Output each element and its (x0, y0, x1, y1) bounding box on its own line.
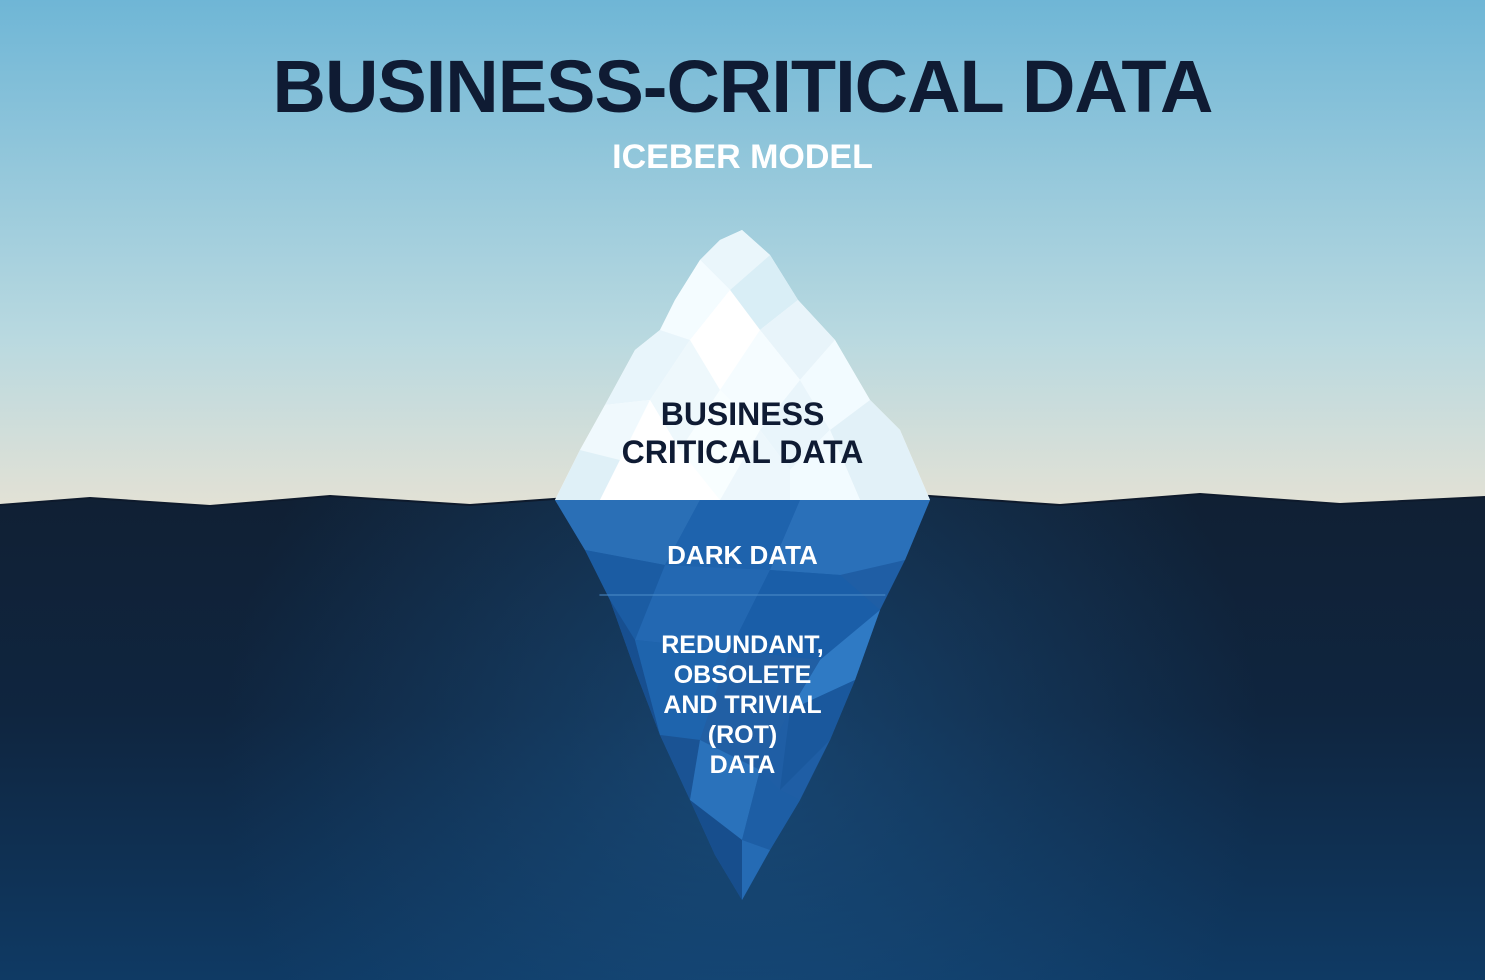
label-bot-line3: AND TRIVIAL (543, 690, 943, 720)
label-business-critical: BUSINESS CRITICAL DATA (543, 395, 943, 472)
label-bot-line4: (ROT) (543, 720, 943, 750)
label-bot-line5: DATA (543, 750, 943, 780)
label-mid-line1: DARK DATA (543, 540, 943, 571)
label-tip-line1: BUSINESS (543, 395, 943, 433)
subtitle: ICEBER MODEL (0, 138, 1485, 177)
label-tip-line2: CRITICAL DATA (543, 433, 943, 471)
infographic-stage: BUSINESS-CRITICAL DATA ICEBER MODEL BUSI… (0, 0, 1485, 980)
label-bot-line1: REDUNDANT, (543, 630, 943, 660)
label-dark-data: DARK DATA (543, 540, 943, 571)
label-rot-data: REDUNDANT, OBSOLETE AND TRIVIAL (ROT) DA… (543, 630, 943, 780)
main-title: BUSINESS-CRITICAL DATA (0, 50, 1485, 124)
heading-block: BUSINESS-CRITICAL DATA ICEBER MODEL (0, 50, 1485, 177)
label-bot-line2: OBSOLETE (543, 660, 943, 690)
